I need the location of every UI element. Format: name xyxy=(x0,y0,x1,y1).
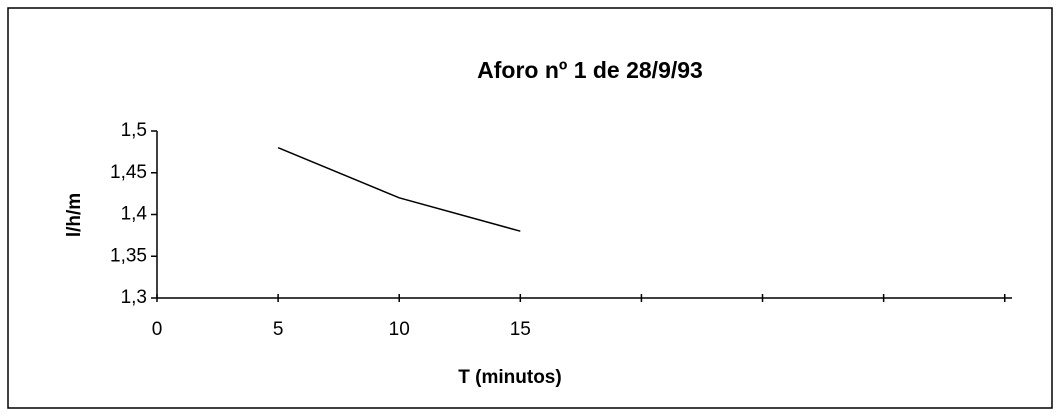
chart-title: Aforo nº 1 de 28/9/93 xyxy=(477,57,703,83)
x-tick-label: 10 xyxy=(389,319,410,340)
y-tick-label: 1,35 xyxy=(110,245,147,266)
x-tick-label: 15 xyxy=(510,319,531,340)
y-tick-label: 1,45 xyxy=(110,162,147,183)
data-line xyxy=(277,147,521,232)
x-axis-label: T (minutos) xyxy=(458,367,561,388)
x-tick-label: 5 xyxy=(273,319,284,340)
y-tick-label: 1,4 xyxy=(121,204,148,225)
y-tick-label: 1,3 xyxy=(121,287,147,308)
x-tick-label: 0 xyxy=(152,319,163,340)
y-tick-label: 1,5 xyxy=(121,120,147,141)
chart-frame xyxy=(7,7,1053,409)
y-axis-label: l/h/m xyxy=(64,193,85,237)
